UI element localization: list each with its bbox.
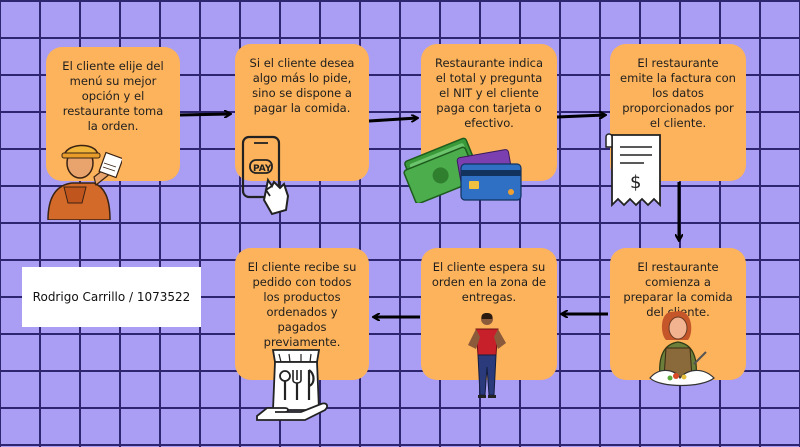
pay-label: PAY — [253, 164, 272, 174]
arrow-2-3 — [368, 118, 417, 123]
author-label-box: Rodrigo Carrillo / 1073522 — [22, 267, 201, 327]
chef-illustration — [649, 311, 715, 387]
receipt-dollar-symbol: $ — [630, 172, 642, 193]
phone-pay-icon — [241, 135, 290, 216]
step-2-text: Si el cliente desea algo más lo pide, si… — [249, 56, 355, 115]
cash-and-cards-illustration — [403, 137, 522, 203]
step-4-text: El restaurante emite la factura con los … — [620, 56, 736, 130]
step-3-text: Restaurante indica el total y pregunta e… — [434, 56, 544, 130]
arrow-1-2 — [179, 114, 230, 115]
step-1-text: El cliente elije del menú su mejor opció… — [62, 59, 164, 133]
step-5-text: El restaurante comienza a preparar la co… — [623, 260, 733, 319]
waiting-person-illustration — [468, 313, 506, 398]
receipt-icon — [605, 133, 661, 208]
waiter-illustration — [47, 144, 122, 220]
arrow-3-4 — [556, 115, 605, 117]
step-7-text: El cliente recibe su pedido con todos lo… — [247, 260, 357, 349]
step-2-card: Si el cliente desea algo más lo pide, si… — [235, 44, 369, 181]
takeaway-bag-icon — [256, 349, 328, 421]
author-label: Rodrigo Carrillo / 1073522 — [32, 290, 191, 304]
step-6-text: El cliente espera su orden en la zona de… — [431, 260, 547, 304]
